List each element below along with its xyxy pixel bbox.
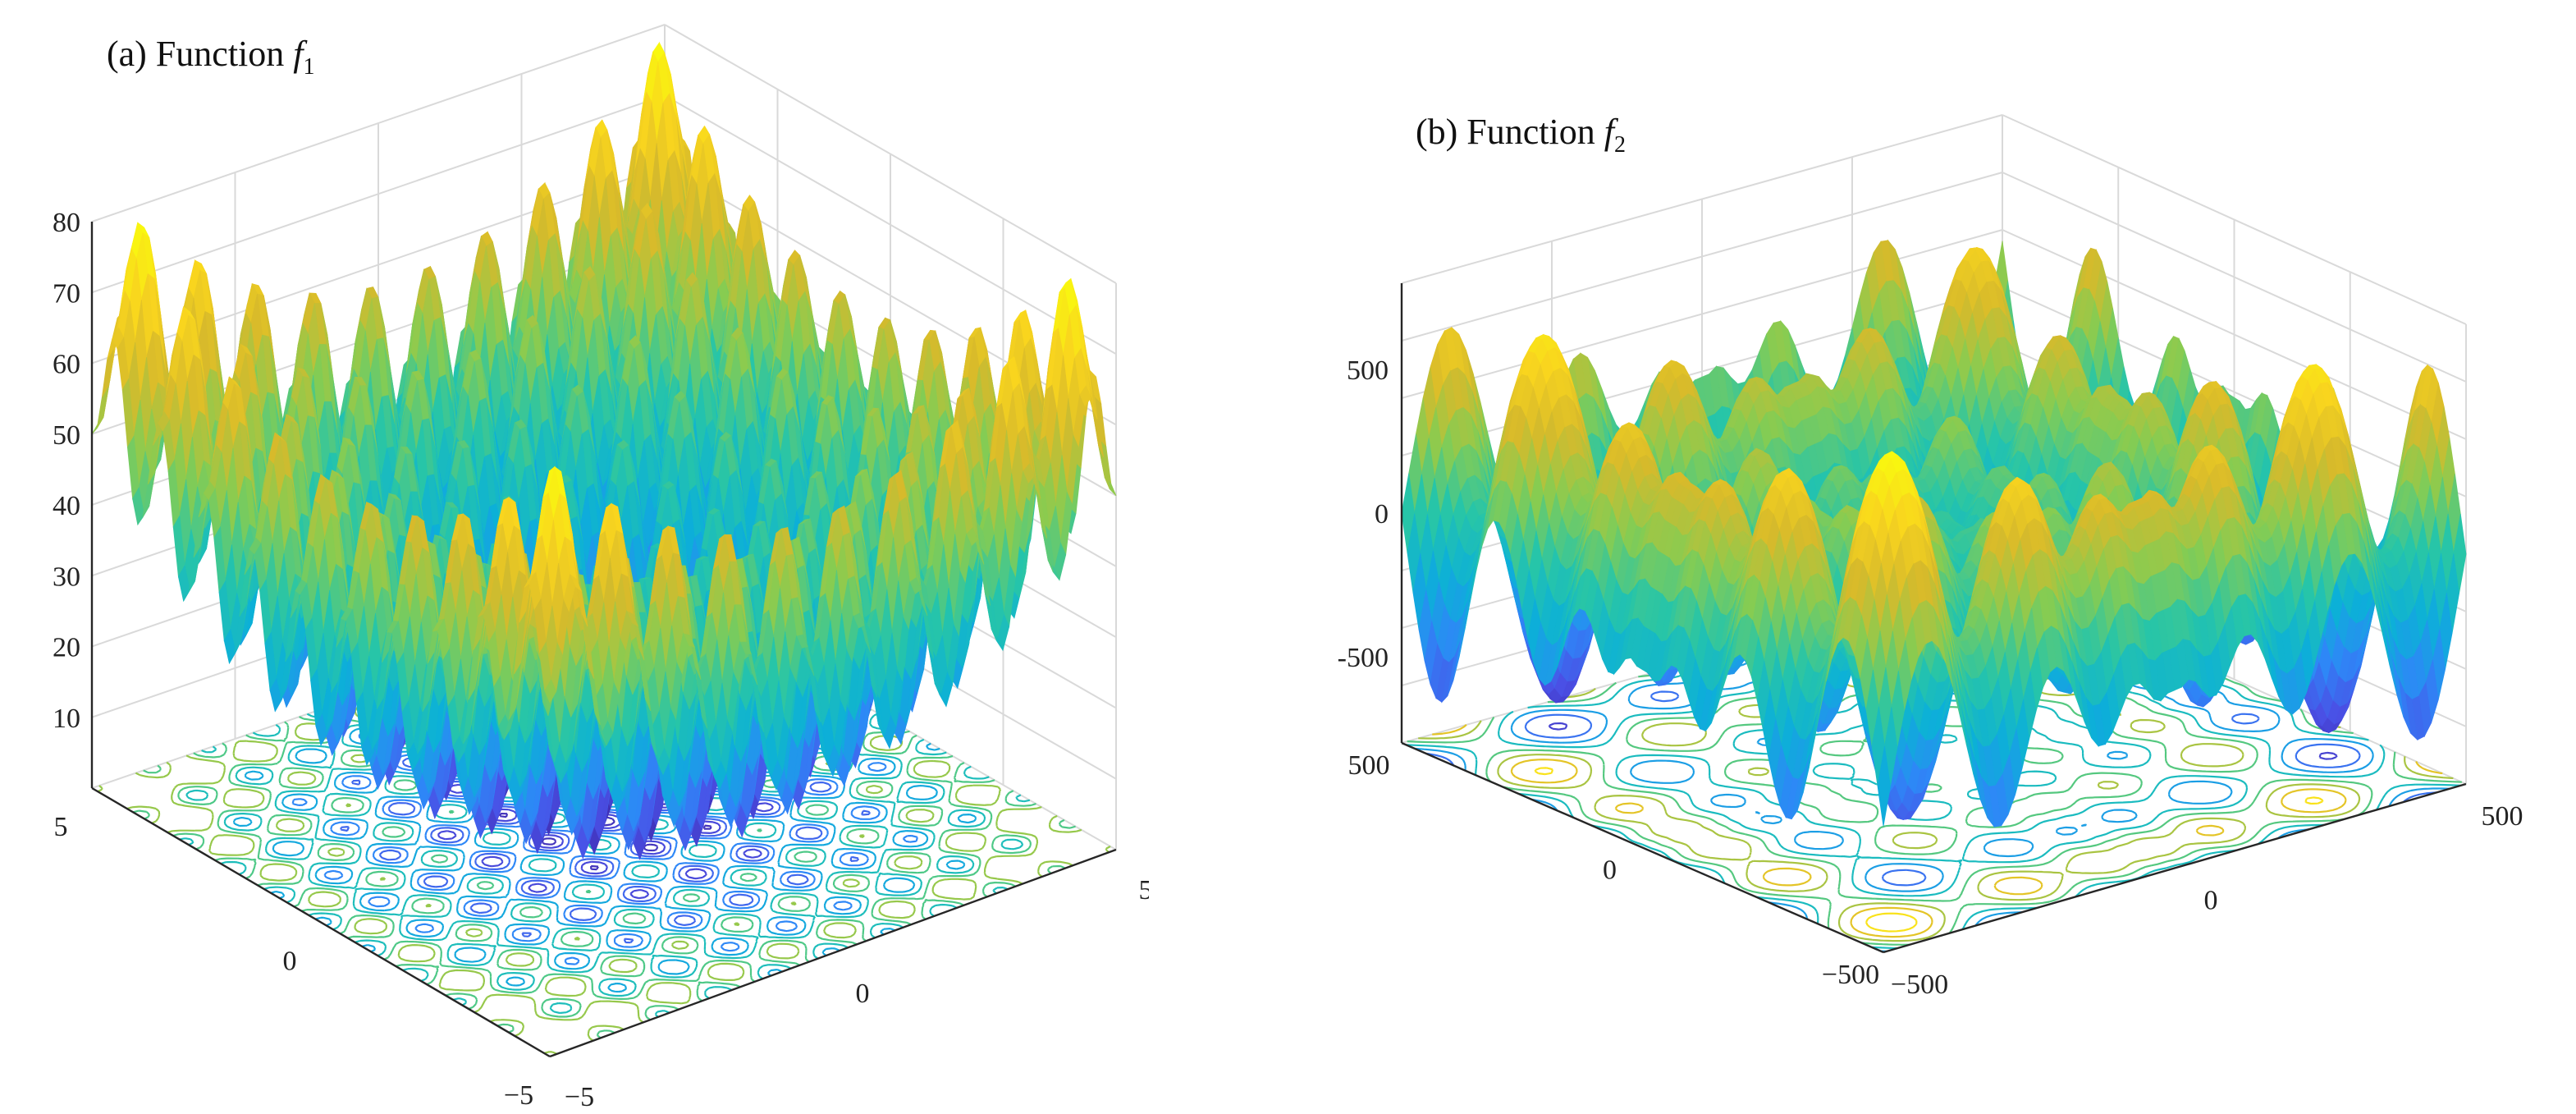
grid-line (91, 94, 666, 294)
grid-line (664, 94, 1117, 355)
panel-a-surface (91, 41, 1117, 860)
